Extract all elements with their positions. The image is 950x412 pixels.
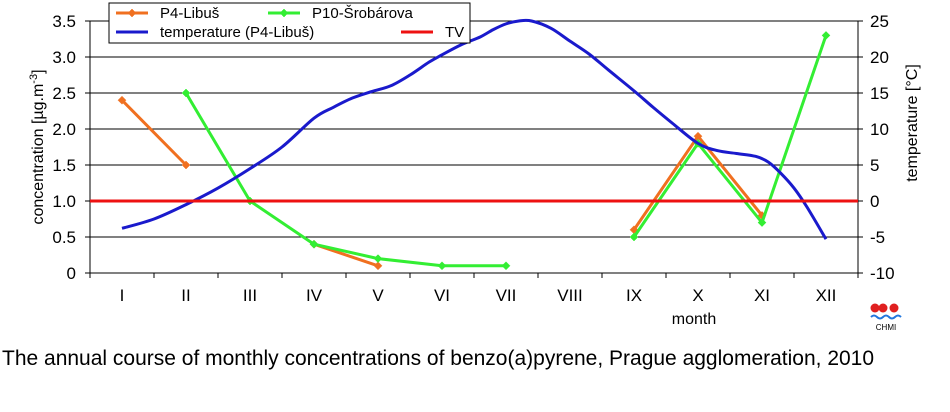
data-point <box>181 88 191 98</box>
y2-tick-label: 0 <box>870 192 879 211</box>
data-point <box>437 261 447 271</box>
y2-axis: -10 -5 0 5 10 15 20 25 <box>858 12 895 283</box>
series-p10-rob-rova <box>181 31 831 271</box>
x-tick-label: XI <box>754 286 770 305</box>
y-tick-label: 2.5 <box>52 84 76 103</box>
data-point <box>501 261 511 271</box>
legend: P4-Libuš P10-Šrobárova temperature (P4-Lib… <box>108 2 471 44</box>
x-axis-title: month <box>672 311 716 328</box>
legend-label: TV <box>445 24 464 41</box>
logo-text: CHMI <box>876 323 896 332</box>
chart: 0 0.5 1.0 1.5 2.0 2.5 3.0 3.5 -10 -5 0 5 10 15 20 25 I… <box>28 2 921 328</box>
series-layer <box>90 18 858 271</box>
data-point <box>117 95 127 105</box>
x-tick-label: IX <box>626 286 642 305</box>
series-line <box>632 34 828 238</box>
data-point <box>181 160 191 170</box>
legend-item: P10-Šrobárova <box>268 5 414 22</box>
y2-axis-title: temperature [°C] <box>904 64 921 182</box>
figure-caption: The annual course of monthly concentrati… <box>2 347 875 370</box>
legend-label: temperature (P4-Libuš) <box>160 24 314 41</box>
x-tick-label: II <box>181 286 190 305</box>
x-tick-label: IV <box>306 286 323 305</box>
y2-tick-label: 5 <box>870 156 879 175</box>
y2-tick-label: 20 <box>870 48 889 67</box>
x-axis: I II III IV V VI VII VIII IX X XI XII <box>89 273 859 305</box>
x-tick-label: V <box>372 286 384 305</box>
x-tick-label: I <box>120 286 125 305</box>
series-line <box>184 92 506 268</box>
data-point <box>821 31 831 40</box>
y2-tick-label: 25 <box>870 12 889 31</box>
x-tick-label: VI <box>434 286 450 305</box>
y-tick-label: 1.5 <box>52 156 76 175</box>
y-axis: 0 0.5 1.0 1.5 2.0 2.5 3.0 3.5 <box>52 12 90 283</box>
y2-tick-label: 15 <box>870 84 889 103</box>
series-line <box>120 99 188 167</box>
grid-lines <box>90 56 858 238</box>
series-temperature-p4-libu- <box>121 18 828 240</box>
y2-tick-label: -5 <box>870 228 885 247</box>
x-tick-label: VIII <box>557 286 583 305</box>
y-tick-label: 2.0 <box>52 120 76 139</box>
data-point <box>373 261 383 271</box>
data-point <box>309 239 319 249</box>
legend-label: P4-Libuš <box>160 5 219 22</box>
legend-item: TV <box>401 24 464 41</box>
x-tick-label: VII <box>496 286 517 305</box>
legend-item: P4-Libuš <box>116 5 219 22</box>
y-axis-title: concentration [µg.m-3] <box>28 69 47 224</box>
y2-tick-label: -10 <box>870 264 895 283</box>
legend-box <box>108 2 471 44</box>
y-tick-label: 3.0 <box>52 48 76 67</box>
x-tick-label: XII <box>816 286 837 305</box>
y-tick-label: 1.0 <box>52 192 76 211</box>
legend-label: P10-Šrobárova <box>312 5 414 22</box>
y-tick-label: 3.5 <box>52 12 76 31</box>
legend-marker <box>279 8 289 18</box>
temperature-line <box>121 18 828 240</box>
x-tick-label: X <box>692 286 703 305</box>
plot-frame <box>89 20 859 274</box>
y-tick-label: 0 <box>67 264 76 283</box>
series-line <box>632 134 764 231</box>
legend-item: temperature (P4-Libuš) <box>116 24 314 41</box>
data-point <box>629 232 639 242</box>
x-tick-label: III <box>243 286 257 305</box>
legend-marker <box>127 8 137 18</box>
y2-tick-label: 10 <box>870 120 889 139</box>
y-tick-label: 0.5 <box>52 228 76 247</box>
chmi-logo-icon: CHMI <box>866 300 906 340</box>
data-point <box>757 218 767 227</box>
data-point <box>373 254 383 263</box>
